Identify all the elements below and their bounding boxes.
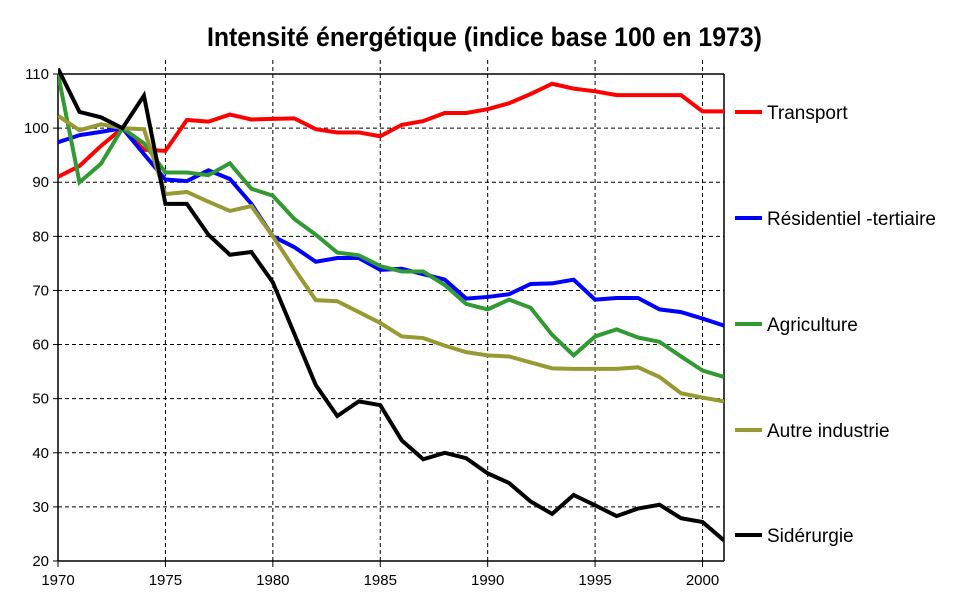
y-tick-label: 60 (32, 337, 49, 354)
y-tick-label: 110 (25, 66, 49, 83)
x-tick-label: 1995 (578, 572, 611, 589)
y-tick-label: 40 (32, 445, 49, 462)
y-tick-label: 80 (32, 228, 49, 245)
y-tick-label: 20 (32, 553, 49, 570)
y-tick-label: 100 (24, 120, 49, 137)
legend-label-siderurgie: Sidérurgie (767, 526, 854, 547)
x-tick-label: 1975 (149, 572, 182, 589)
series-lines (58, 67, 724, 542)
chart-title: Intensité énergétique (indice base 100 e… (206, 22, 762, 52)
y-tick-label: 90 (32, 174, 49, 191)
y-tick-label: 70 (32, 282, 49, 299)
legend-label-transport: Transport (767, 103, 848, 124)
y-tick-label: 50 (32, 391, 49, 408)
x-tick-label: 1980 (256, 572, 289, 589)
x-tick-label: 1985 (364, 572, 397, 589)
gridlines (58, 60, 724, 561)
series-line-siderurgie (58, 67, 724, 542)
x-tick-label: 2000 (686, 572, 719, 589)
x-tick-label: 1970 (41, 572, 74, 589)
series-line-autre-industrie (58, 114, 724, 404)
legend-label-agriculture: Agriculture (767, 315, 858, 336)
y-tick-label: 30 (32, 499, 49, 516)
x-tick-label: 1990 (471, 572, 504, 589)
legend: Transport Résidentiel -tertiaire Agricultu… (735, 103, 936, 547)
series-line-transport (58, 81, 724, 179)
series-line-agriculture (58, 73, 724, 379)
axes: 20 30 40 50 60 70 80 90 100 110 1970 1975 1980 1985 19… (24, 66, 725, 589)
legend-label-residentiel-tertiaire: Résidentiel -tertiaire (767, 209, 936, 230)
legend-label-autre-industrie: Autre industrie (767, 421, 890, 442)
